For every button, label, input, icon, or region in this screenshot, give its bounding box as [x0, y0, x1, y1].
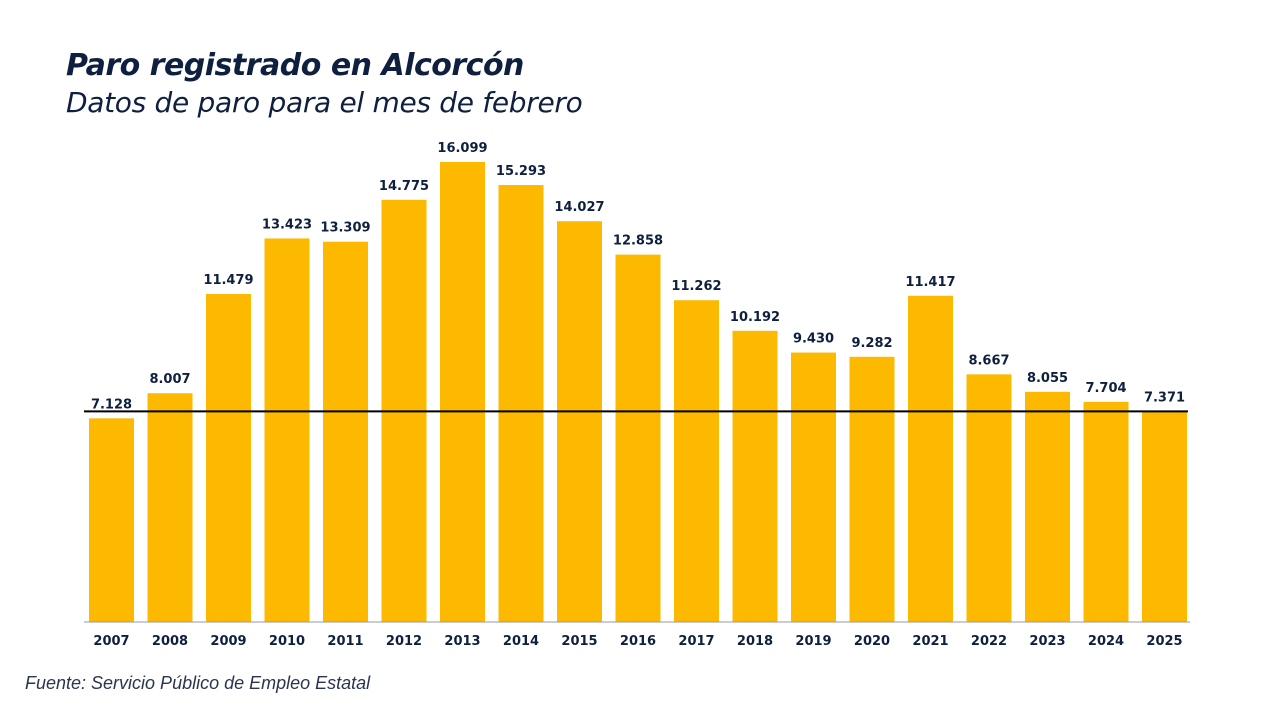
x-tick-label-2017: 2017 [678, 634, 714, 649]
x-tick-label-2022: 2022 [971, 634, 1007, 649]
x-tick-label-2024: 2024 [1088, 634, 1124, 649]
chart-title: Paro registrado en Alcorcón [66, 48, 524, 83]
data-label-2017: 11.262 [671, 279, 721, 294]
x-tick-label-2016: 2016 [620, 634, 656, 649]
bar-2013 [440, 162, 485, 622]
data-label-2022: 8.667 [968, 353, 1009, 368]
bar-2016 [615, 254, 661, 622]
x-tick-label-2007: 2007 [93, 634, 129, 649]
data-label-2015: 14.027 [554, 200, 604, 215]
bar-2017 [674, 300, 719, 622]
bar-2019 [791, 352, 836, 622]
data-label-2020: 9.282 [851, 336, 892, 351]
x-tick-label-2014: 2014 [503, 634, 539, 649]
x-tick-label-2008: 2008 [152, 634, 188, 649]
x-tick-label-2018: 2018 [737, 634, 773, 649]
bar-2022 [966, 374, 1012, 622]
bar-2011 [323, 241, 368, 622]
x-tick-label-2011: 2011 [327, 634, 363, 649]
chart-subtitle: Datos de paro para el mes de febrero [66, 86, 583, 119]
data-label-2024: 7.704 [1085, 381, 1126, 396]
bar-2015 [557, 221, 602, 622]
data-label-2016: 12.858 [613, 234, 663, 249]
x-tick-label-2013: 2013 [444, 634, 480, 649]
bar-2018 [732, 330, 778, 622]
source-note: Fuente: Servicio Público de Empleo Estat… [25, 673, 371, 693]
bar-2023 [1025, 391, 1070, 622]
bar-2010 [264, 238, 310, 622]
data-label-2007: 7.128 [91, 397, 132, 412]
bar-2024 [1083, 401, 1129, 622]
x-tick-label-2012: 2012 [386, 634, 422, 649]
bar-2008 [147, 393, 193, 622]
x-tick-label-2015: 2015 [561, 634, 597, 649]
bar-2014 [498, 185, 544, 622]
data-label-2019: 9.430 [793, 332, 834, 347]
bar-2009 [206, 294, 251, 622]
data-label-2018: 10.192 [730, 310, 780, 325]
x-tick-label-2010: 2010 [269, 634, 305, 649]
bar-2007 [89, 418, 134, 622]
data-label-2008: 8.007 [149, 372, 190, 387]
x-tick-label-2023: 2023 [1029, 634, 1065, 649]
data-label-2013: 16.099 [437, 141, 487, 156]
data-label-2011: 13.309 [320, 221, 370, 236]
data-label-2009: 11.479 [203, 273, 253, 288]
x-tick-label-2019: 2019 [795, 634, 831, 649]
x-tick-label-2009: 2009 [210, 634, 246, 649]
data-label-2010: 13.423 [262, 217, 312, 232]
data-label-2023: 8.055 [1027, 371, 1068, 386]
x-tick-label-2025: 2025 [1146, 634, 1182, 649]
bar-2025 [1142, 411, 1187, 622]
data-label-2021: 11.417 [905, 275, 955, 290]
data-label-2025: 7.371 [1144, 390, 1185, 405]
data-label-2012: 14.775 [379, 179, 429, 194]
data-label-2014: 15.293 [496, 164, 546, 179]
x-tick-label-2021: 2021 [912, 634, 948, 649]
bar-2021 [908, 295, 953, 622]
x-tick-label-2020: 2020 [854, 634, 890, 649]
bar-2020 [849, 356, 895, 622]
